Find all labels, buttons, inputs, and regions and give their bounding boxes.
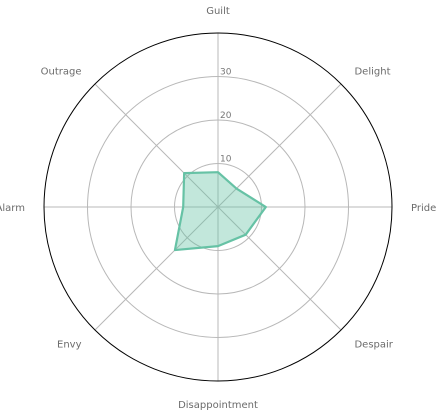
radial-tick-label: 30 (220, 68, 232, 78)
spoke-delight (217, 83, 342, 208)
spoke-outrage (94, 83, 219, 208)
category-label-pride: Pride (411, 203, 436, 214)
category-label-delight: Delight (354, 67, 390, 78)
radial-tick-label: 10 (220, 155, 232, 165)
radial-tick-label: 20 (220, 111, 232, 121)
outer-ring-circle (43, 32, 393, 382)
category-label-guilt: Guilt (206, 6, 230, 17)
category-label-envy: Envy (57, 339, 82, 350)
spoke-despair (217, 206, 342, 331)
spoke-envy (94, 206, 219, 331)
series-area (174, 172, 266, 251)
category-labels: Guilt Delight Pride Despair Disappointment En… (0, 6, 436, 411)
radar-series (173, 171, 267, 252)
category-label-alarm: Alarm (0, 203, 25, 214)
radial-tick-labels: 10 20 30 (220, 68, 232, 165)
category-label-disappointment: Disappointment (178, 400, 258, 411)
category-label-outrage: Outrage (41, 67, 82, 78)
outer-ring (43, 32, 393, 382)
radar-grid (44, 33, 392, 381)
category-label-despair: Despair (354, 339, 393, 350)
